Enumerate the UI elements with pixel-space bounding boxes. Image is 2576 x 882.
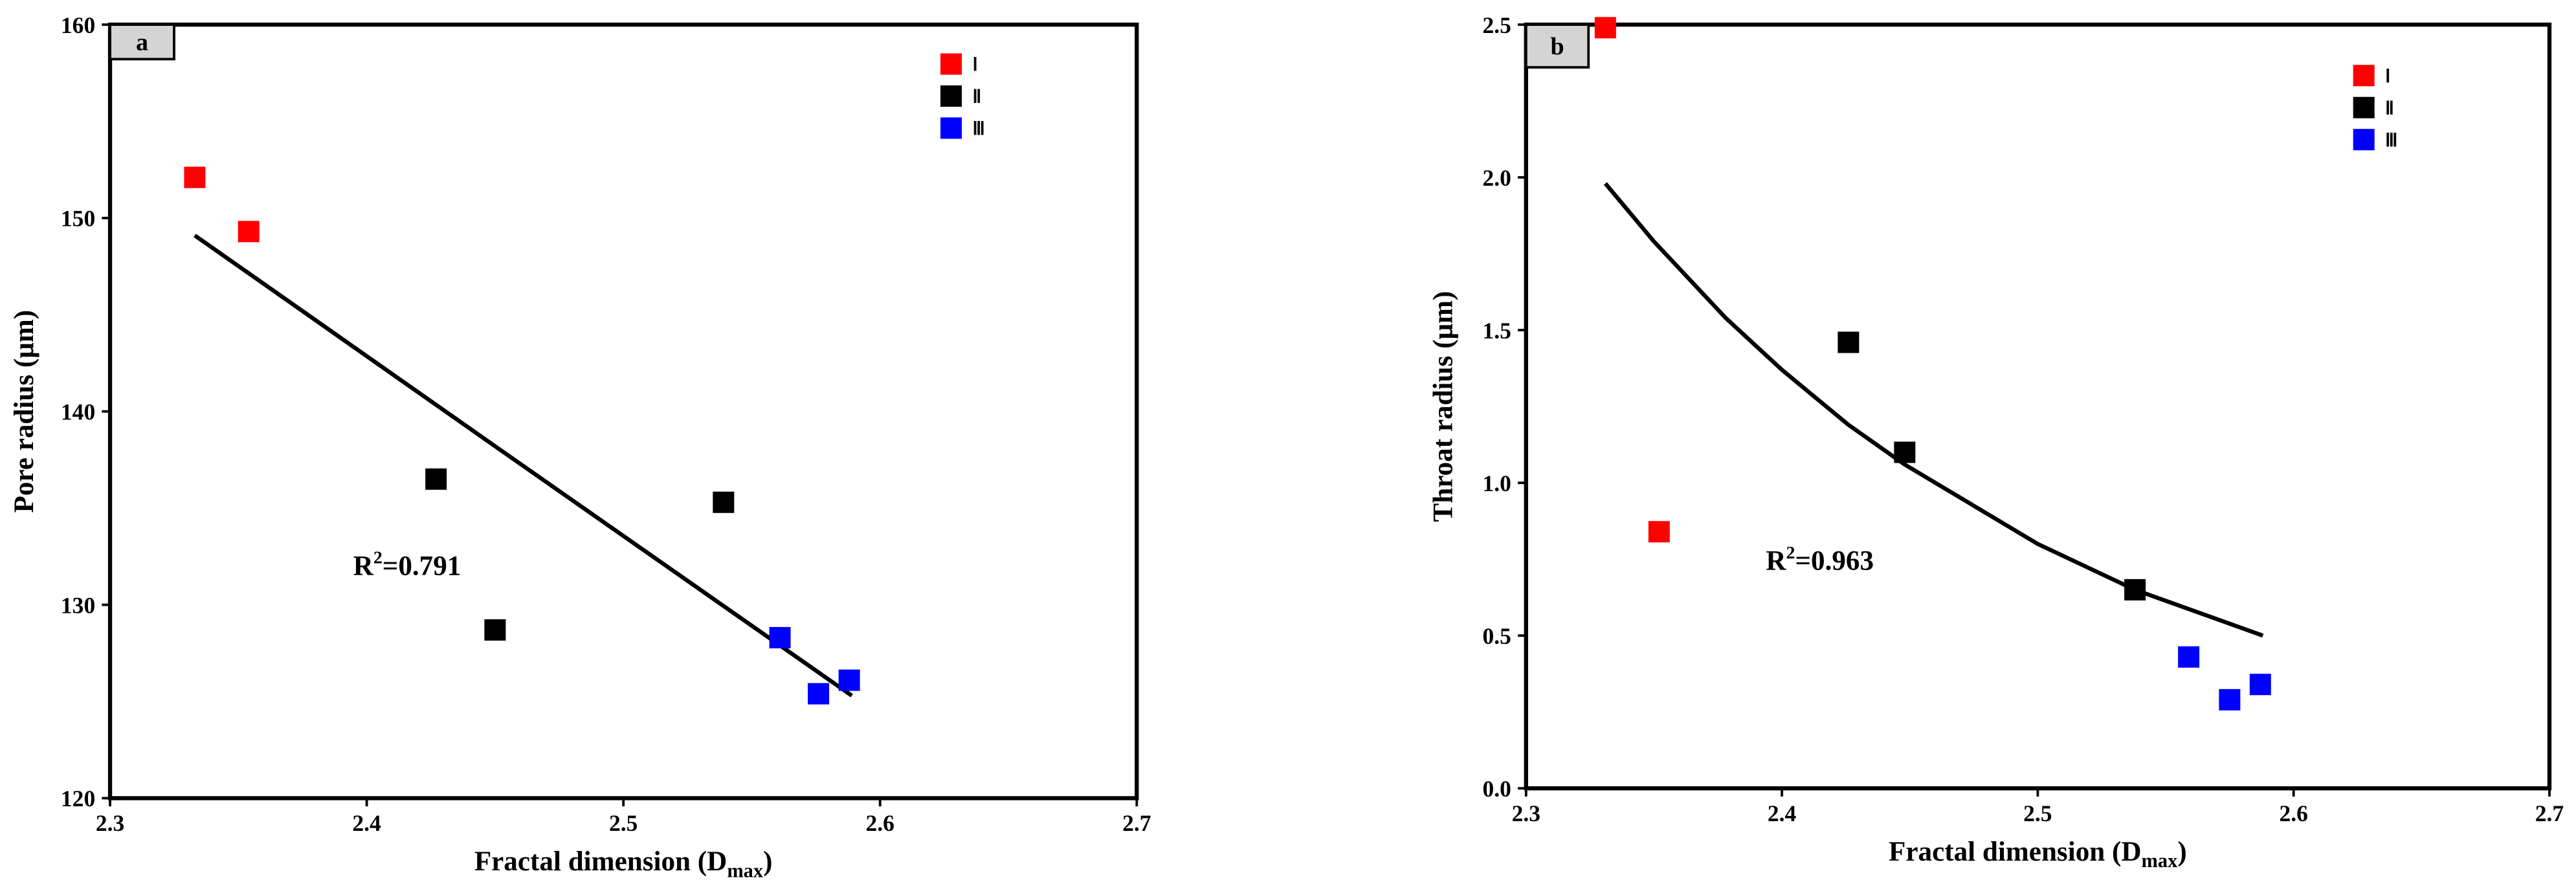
figure-content: a 2.3 2.4 2.5 2.6 2.7 120 130 140 150 160 Fractal d… (9, 12, 2564, 882)
legend-label: Ⅰ (2385, 67, 2390, 87)
y-axis-label: Throat radius (μm) (1428, 291, 1459, 522)
x-tick-label: 2.7 (1122, 810, 1151, 836)
data-point (2124, 579, 2146, 601)
fit-line (1603, 182, 2264, 638)
chart: b 2.3 2.4 2.5 2.6 2.7 0.0 0.5 1.0 1.5 2.0 2.5 Fracta… (1428, 12, 2564, 872)
r-squared: R2=0.963 (1766, 543, 1874, 577)
y-tick-label: 150 (61, 206, 95, 232)
x-axis-label-part: Fractal dimension (D (474, 846, 727, 877)
data-point (2178, 646, 2200, 668)
r-squared-part: 2 (1786, 543, 1795, 563)
x-axis-label-part: max (2142, 850, 2179, 872)
x-tick-label: 2.7 (2535, 800, 2564, 826)
fit-line (194, 234, 853, 698)
data-point (1894, 441, 1916, 463)
y-tick-label: 120 (61, 786, 95, 811)
panel-tag: a (136, 28, 148, 56)
x-axis-label: Fractal dimension (Dmax) (474, 846, 773, 881)
r-squared-part: 2 (373, 548, 383, 568)
data-point (184, 166, 206, 188)
legend-swatch (2353, 96, 2375, 118)
data-point (425, 468, 447, 490)
panel-tag-box (109, 23, 175, 61)
x-axis-label: Fractal dimension (Dmax) (1889, 837, 2187, 872)
y-tick-label: 0.5 (1483, 623, 1511, 649)
y-tick-label: 2.0 (1483, 165, 1511, 191)
legend-label: Ⅱ (972, 87, 981, 107)
r-squared-part: R (353, 551, 374, 581)
r-squared-part: =0.791 (383, 551, 461, 581)
data-point (1648, 521, 1670, 543)
data-point (1838, 331, 1860, 353)
data-point (238, 221, 260, 243)
data-point (2219, 689, 2241, 711)
x-tick-label: 2.6 (866, 810, 894, 836)
y-tick-label: 160 (61, 12, 95, 38)
x-tick-label: 2.3 (1512, 800, 1540, 826)
y-axis-label: Pore radius (μm) (9, 310, 39, 513)
y-tick-label: 0.0 (1483, 776, 1511, 802)
r-squared-part: R (1766, 546, 1786, 577)
y-tick-label: 1.0 (1483, 470, 1511, 496)
data-point (484, 619, 506, 641)
data-point (713, 491, 735, 513)
legend-swatch (2353, 129, 2375, 151)
legend-label: Ⅰ (972, 55, 977, 75)
y-tick-label: 1.5 (1483, 318, 1511, 344)
r-squared: R2=0.791 (353, 548, 461, 582)
x-tick-label: 2.4 (352, 810, 381, 836)
legend-label: Ⅱ (2385, 98, 2394, 118)
y-tick-label: 2.5 (1483, 12, 1511, 38)
data-point (1594, 17, 1616, 39)
legend-swatch (940, 85, 962, 107)
x-axis-label-part: max (727, 859, 764, 881)
y-tick-label: 140 (61, 399, 95, 424)
plot-frame (1524, 22, 2552, 791)
x-axis-label-part: ) (763, 846, 772, 877)
legend-swatch (2353, 65, 2375, 87)
x-tick-label: 2.5 (2023, 800, 2052, 826)
data-point (808, 683, 830, 705)
x-axis-label-part: ) (2177, 837, 2186, 867)
legend-swatch (940, 117, 962, 139)
chart: a 2.3 2.4 2.5 2.6 2.7 120 130 140 150 160 Fractal d… (9, 12, 1151, 882)
panel-tag-box (1524, 23, 1590, 69)
legend-label: Ⅲ (2385, 131, 2397, 151)
panel-tag: b (1550, 33, 1564, 60)
x-tick-label: 2.4 (1768, 800, 1797, 826)
x-tick-label: 2.6 (2279, 800, 2307, 826)
r-squared-part: =0.963 (1795, 546, 1874, 577)
x-tick-label: 2.5 (609, 810, 638, 836)
data-point (2249, 674, 2271, 696)
legend-label: Ⅲ (972, 119, 984, 139)
data-point (838, 669, 860, 691)
x-tick-label: 2.3 (96, 810, 124, 836)
data-point (769, 626, 791, 648)
x-axis-label-part: Fractal dimension (D (1889, 837, 2141, 867)
y-tick-label: 130 (61, 592, 95, 618)
legend-swatch (940, 53, 962, 75)
